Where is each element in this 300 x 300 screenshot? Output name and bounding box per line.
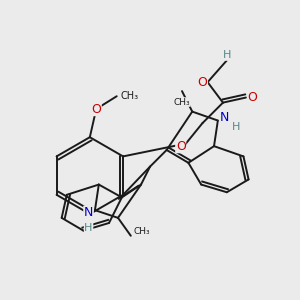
Text: O: O bbox=[248, 91, 257, 104]
Text: H: H bbox=[84, 223, 93, 233]
Text: CH₃: CH₃ bbox=[121, 91, 139, 101]
Text: O: O bbox=[198, 76, 207, 88]
Text: O: O bbox=[91, 103, 101, 116]
Text: H: H bbox=[223, 50, 231, 60]
Text: CH₃: CH₃ bbox=[174, 98, 190, 106]
Text: N: N bbox=[220, 112, 229, 124]
Text: N: N bbox=[84, 206, 93, 219]
Text: CH₃: CH₃ bbox=[134, 227, 150, 236]
Text: O: O bbox=[176, 140, 186, 153]
Text: H: H bbox=[232, 122, 240, 132]
